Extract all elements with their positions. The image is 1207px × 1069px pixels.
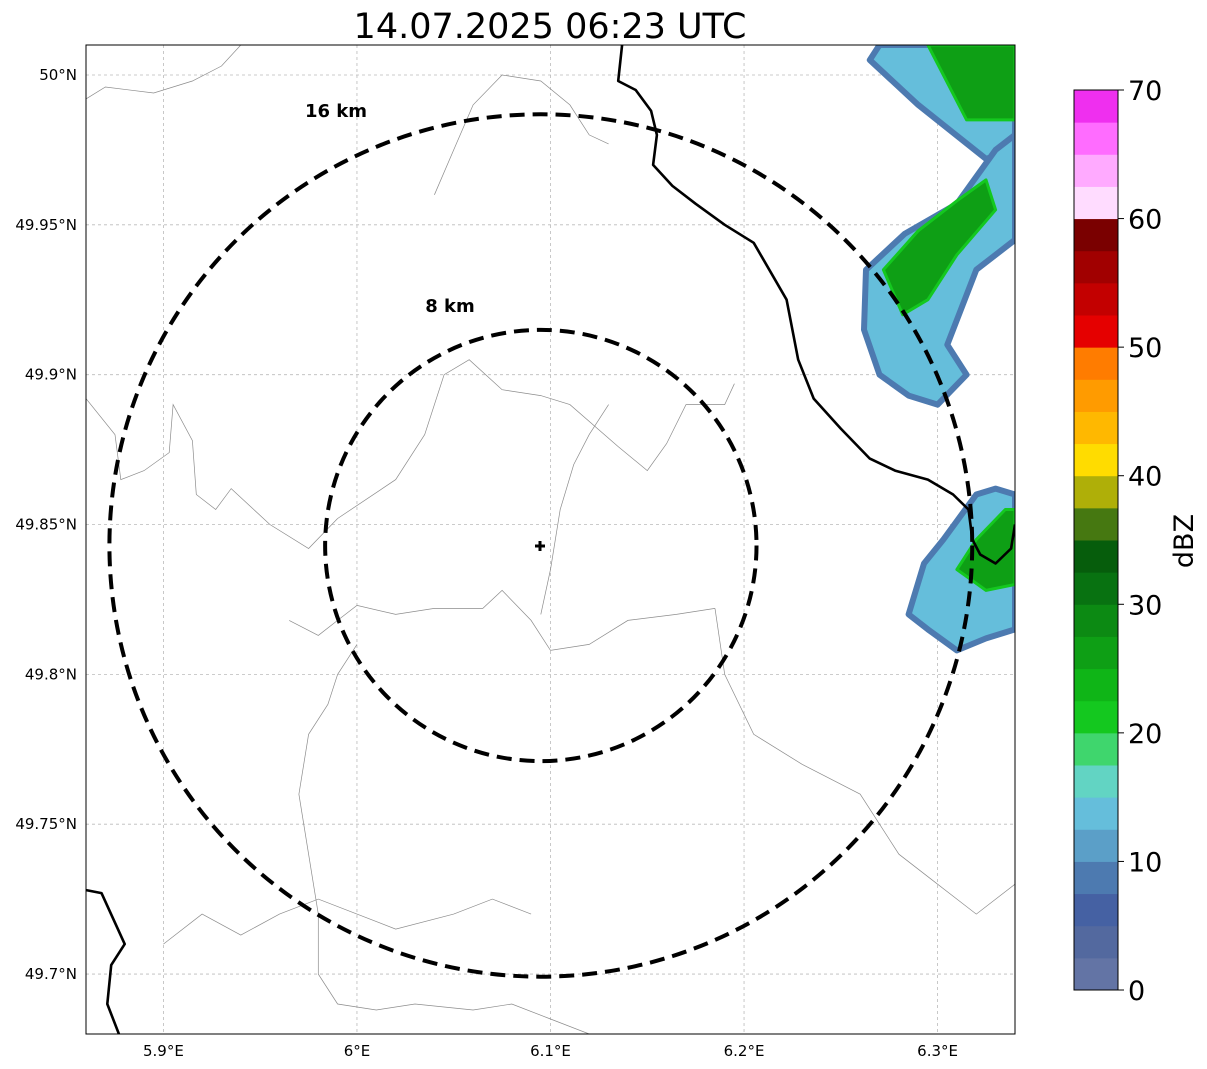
x-tick-label: 6°E	[344, 1042, 371, 1060]
colorbar-segment	[1074, 732, 1118, 766]
admin-boundary	[163, 898, 532, 945]
radar-echo-north-east-core	[926, 45, 1015, 122]
colorbar-segment	[1074, 893, 1118, 927]
colorbar-segment	[1074, 507, 1118, 541]
colorbar-segment	[1074, 668, 1118, 702]
colorbar-segment	[1074, 411, 1118, 445]
admin-boundary	[86, 398, 338, 549]
colorbar-segment	[1074, 154, 1118, 187]
admin-boundary	[289, 589, 716, 651]
colorbar-segment	[1074, 218, 1118, 252]
colorbar-tick-label: 60	[1128, 205, 1162, 236]
ring-label-8km: 8 km	[425, 296, 475, 317]
y-tick-label: 50°N	[39, 66, 77, 84]
y-tick-label: 49.95°N	[15, 216, 77, 234]
colorbar-segment	[1074, 572, 1118, 605]
colorbar-segment	[1074, 861, 1118, 895]
radar-echo-east-mid-core	[881, 178, 998, 317]
y-tick-label: 49.75°N	[15, 815, 77, 833]
admin-boundary	[434, 74, 609, 195]
colorbar-segment	[1074, 797, 1118, 830]
y-axis-ticks: 50°N 49.95°N 49.9°N 49.85°N 49.8°N 49.75°N 49.…	[15, 66, 77, 983]
colorbar-tick-label: 30	[1128, 590, 1162, 621]
colorbar-segment	[1074, 925, 1118, 959]
ring-label-16km: 16 km	[305, 101, 367, 122]
colorbar-tick-label: 50	[1128, 333, 1162, 364]
admin-boundaries	[86, 45, 1015, 1034]
colorbar-segment	[1074, 700, 1118, 734]
colorbar-segment	[1074, 957, 1118, 991]
admin-boundary	[714, 608, 1015, 915]
colorbar-segment	[1074, 315, 1118, 348]
colorbar-frame	[1073, 89, 1119, 991]
range-ring-8km	[323, 327, 759, 764]
x-axis-ticks: 5.9°E 6°E 6.1°E 6.2°E 6.3°E	[143, 1042, 958, 1060]
colorbar-segment	[1074, 122, 1118, 155]
x-tick-label: 6.1°E	[530, 1042, 571, 1060]
colorbar-segment	[1074, 250, 1118, 284]
colorbar-segment	[1074, 282, 1118, 316]
colorbar-segment	[1074, 636, 1118, 670]
colorbar-tick-label: 0	[1128, 976, 1145, 1007]
luxembourg-france-border	[86, 888, 126, 1034]
map-title: 14.07.2025 06:23 UTC	[354, 7, 747, 47]
x-tick-label: 5.9°E	[143, 1042, 184, 1060]
colorbar-label: dBZ	[1169, 514, 1200, 568]
admin-boundary	[540, 404, 609, 615]
admin-boundary	[337, 359, 735, 519]
radar-echoes	[861, 45, 1015, 654]
admin-boundary	[298, 644, 590, 1034]
y-tick-label: 49.85°N	[15, 516, 77, 534]
colorbar-segment	[1074, 186, 1118, 220]
colorbar-segment	[1074, 379, 1118, 412]
colorbar-tick-label: 10	[1128, 847, 1162, 878]
range-ring-16km	[107, 112, 975, 979]
colorbar-segment	[1074, 443, 1118, 477]
range-rings	[107, 112, 975, 979]
y-tick-label: 49.7°N	[25, 965, 77, 983]
colorbar-tick-label: 20	[1128, 719, 1162, 750]
admin-boundary	[86, 45, 242, 100]
colorbar-segment	[1074, 829, 1118, 862]
y-tick-label: 49.8°N	[25, 665, 77, 683]
colorbar-segment	[1074, 90, 1118, 123]
colorbar-tick-label: 40	[1128, 462, 1162, 493]
x-tick-label: 6.2°E	[724, 1042, 765, 1060]
colorbar: 0 10 20 30 40 50 60 70	[1073, 76, 1162, 1007]
map-frame	[85, 44, 1016, 1035]
gridlines	[86, 45, 1015, 1034]
colorbar-tick-label: 70	[1128, 76, 1162, 107]
colorbar-segment	[1074, 347, 1118, 380]
x-tick-label: 6.3°E	[917, 1042, 958, 1060]
radar-site-marker	[535, 541, 545, 551]
colorbar-segment	[1074, 604, 1118, 637]
y-tick-label: 49.9°N	[25, 366, 77, 384]
colorbar-segment	[1074, 540, 1118, 573]
colorbar-segment	[1074, 765, 1118, 798]
colorbar-segment	[1074, 475, 1118, 509]
